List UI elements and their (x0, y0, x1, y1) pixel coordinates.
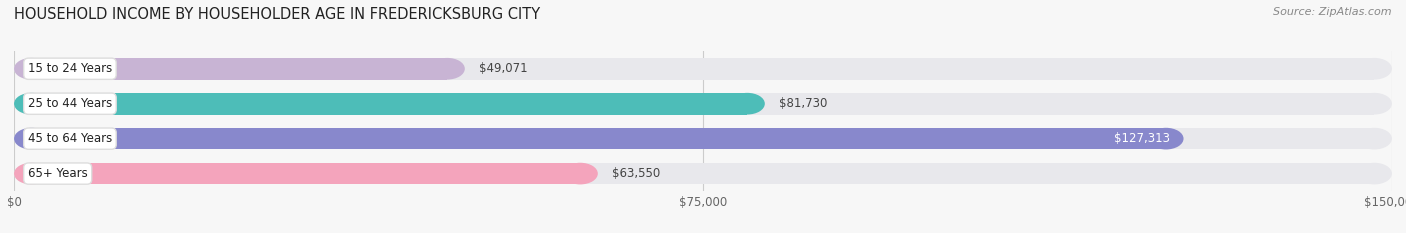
Ellipse shape (1357, 163, 1392, 185)
Bar (32, 163, 581, 185)
Ellipse shape (14, 93, 49, 115)
Ellipse shape (1357, 128, 1392, 150)
Text: $63,550: $63,550 (612, 167, 659, 180)
Text: $49,071: $49,071 (478, 62, 527, 75)
Text: $81,730: $81,730 (779, 97, 827, 110)
Ellipse shape (14, 58, 49, 80)
Text: 65+ Years: 65+ Years (28, 167, 87, 180)
Text: 25 to 44 Years: 25 to 44 Years (28, 97, 112, 110)
Text: $127,313: $127,313 (1114, 132, 1170, 145)
Ellipse shape (14, 58, 49, 80)
Bar (32, 93, 747, 115)
Bar (32, 58, 1374, 80)
Ellipse shape (730, 93, 765, 115)
Ellipse shape (14, 163, 49, 185)
Ellipse shape (14, 163, 49, 185)
Bar (32, 163, 1374, 185)
Ellipse shape (1149, 128, 1184, 150)
Text: HOUSEHOLD INCOME BY HOUSEHOLDER AGE IN FREDERICKSBURG CITY: HOUSEHOLD INCOME BY HOUSEHOLDER AGE IN F… (14, 7, 540, 22)
Text: 15 to 24 Years: 15 to 24 Years (28, 62, 112, 75)
Ellipse shape (14, 93, 49, 115)
Text: 45 to 64 Years: 45 to 64 Years (28, 132, 112, 145)
Ellipse shape (14, 128, 49, 150)
Ellipse shape (14, 128, 49, 150)
Ellipse shape (1357, 93, 1392, 115)
Bar (32, 58, 447, 80)
Ellipse shape (562, 163, 598, 185)
Text: Source: ZipAtlas.com: Source: ZipAtlas.com (1274, 7, 1392, 17)
Ellipse shape (1357, 58, 1392, 80)
Bar (32, 128, 1166, 150)
Ellipse shape (430, 58, 465, 80)
Bar (32, 93, 1374, 115)
Bar (32, 128, 1374, 150)
